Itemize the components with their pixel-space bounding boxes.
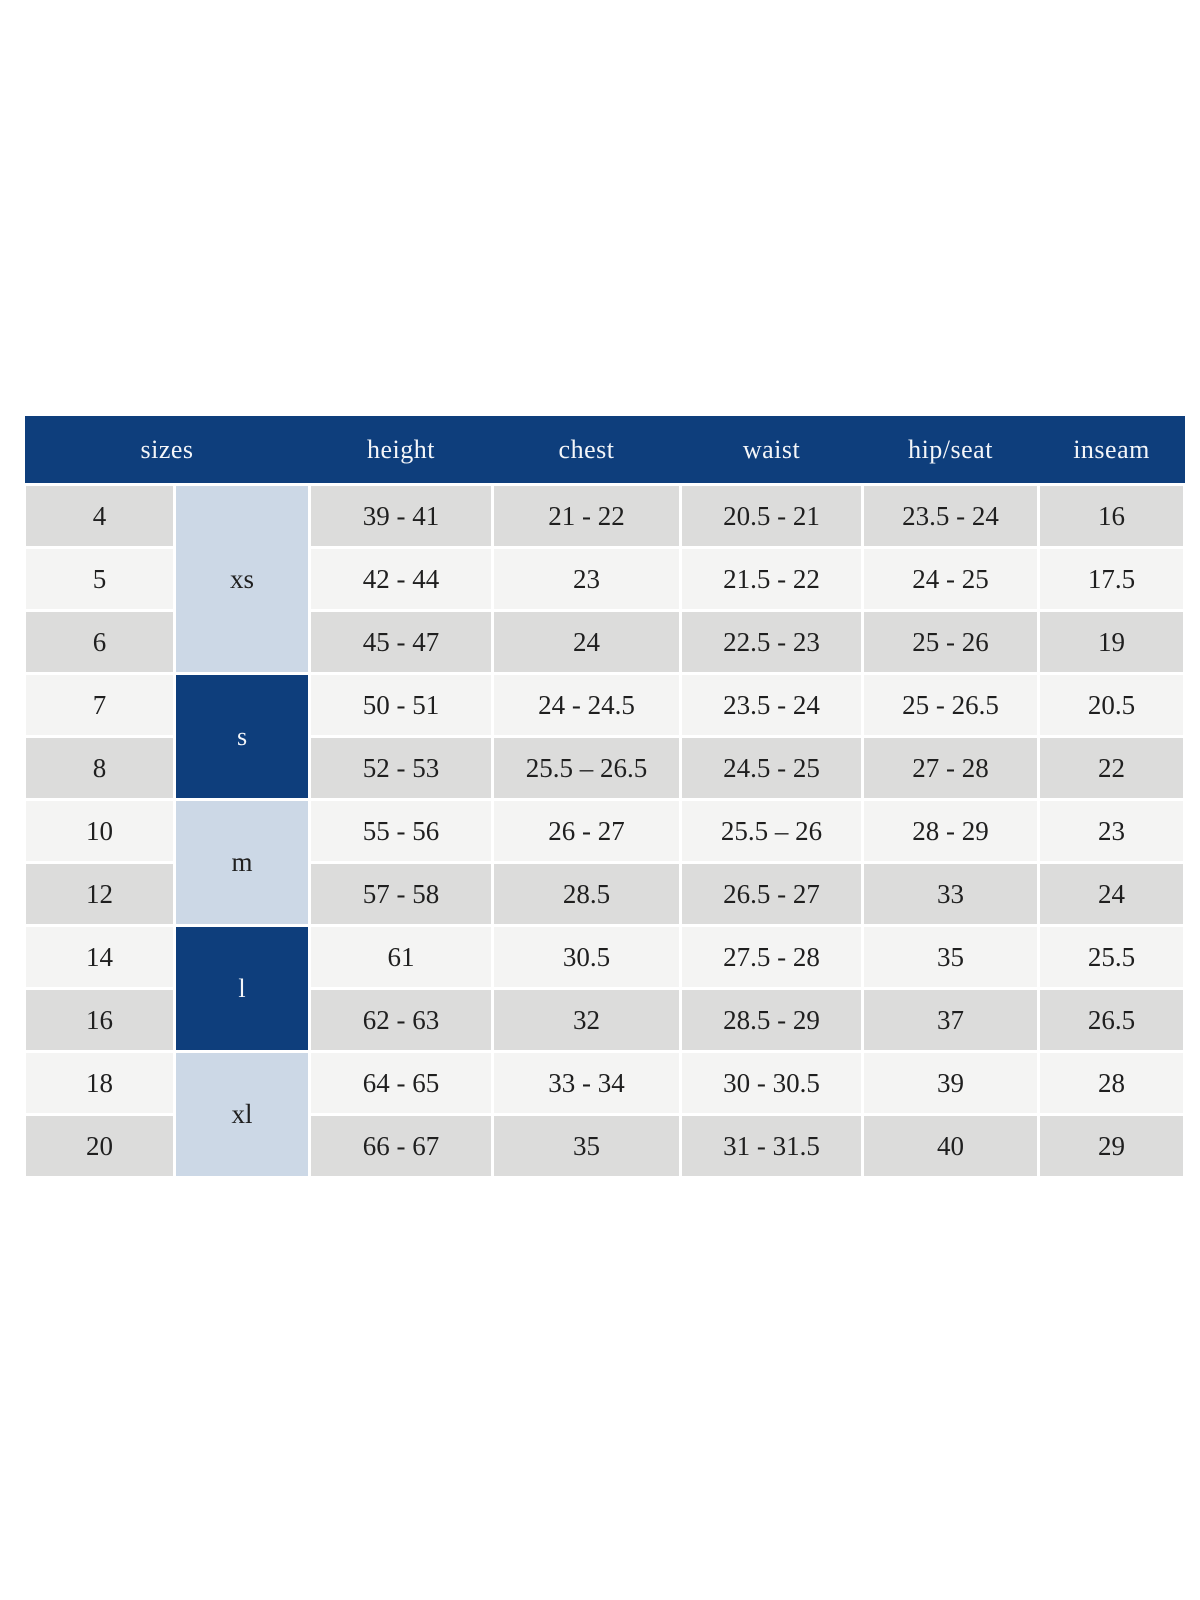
column-header-sizes: sizes: [24, 416, 310, 485]
hip-seat-cell: 33: [861, 861, 1041, 927]
waist-cell: 27.5 - 28: [679, 924, 865, 990]
chest-cell: 30.5: [491, 924, 683, 990]
chest-cell: 28.5: [491, 861, 683, 927]
size-cell: 12: [23, 861, 176, 927]
column-header-hip-seat: hip/seat: [862, 416, 1039, 485]
height-cell: 64 - 65: [308, 1050, 495, 1116]
size-group-cell-l: l: [172, 924, 312, 1053]
height-cell: 42 - 44: [308, 546, 495, 612]
size-group-cell-xs: xs: [172, 483, 312, 675]
table-row: 6 45 - 47 24 22.5 - 23 25 - 26 19: [23, 609, 1187, 675]
column-header-height: height: [309, 416, 493, 485]
inseam-cell: 26.5: [1037, 987, 1187, 1053]
waist-cell: 20.5 - 21: [679, 483, 865, 549]
waist-cell: 26.5 - 27: [679, 861, 865, 927]
table-row: 8 52 - 53 25.5 – 26.5 24.5 - 25 27 - 28 22: [23, 735, 1187, 801]
inseam-cell: 28: [1037, 1050, 1187, 1116]
hip-seat-cell: 25 - 26: [861, 609, 1041, 675]
waist-cell: 23.5 - 24: [679, 672, 865, 738]
hip-seat-cell: 28 - 29: [861, 798, 1041, 864]
chest-cell: 24: [491, 609, 683, 675]
table-row: 16 62 - 63 32 28.5 - 29 37 26.5: [23, 987, 1187, 1053]
size-cell: 5: [23, 546, 176, 612]
size-group-cell-xl: xl: [172, 1050, 312, 1179]
size-chart-container: sizes height chest waist hip/seat inseam…: [23, 416, 1187, 1179]
hip-seat-cell: 25 - 26.5: [861, 672, 1041, 738]
inseam-cell: 20.5: [1037, 672, 1187, 738]
waist-cell: 21.5 - 22: [679, 546, 865, 612]
hip-seat-cell: 23.5 - 24: [861, 483, 1041, 549]
hip-seat-cell: 24 - 25: [861, 546, 1041, 612]
hip-seat-cell: 39: [861, 1050, 1041, 1116]
header-row: sizes height chest waist hip/seat inseam: [24, 416, 1185, 485]
inseam-cell: 16: [1037, 483, 1187, 549]
inseam-cell: 23: [1037, 798, 1187, 864]
hip-seat-cell: 40: [861, 1113, 1041, 1179]
waist-cell: 24.5 - 25: [679, 735, 865, 801]
hip-seat-cell: 35: [861, 924, 1041, 990]
size-chart-table: sizes height chest waist hip/seat inseam…: [23, 416, 1187, 1179]
table-row: 18 xl 64 - 65 33 - 34 30 - 30.5 39 28: [23, 1050, 1187, 1179]
inseam-cell: 29: [1037, 1113, 1187, 1179]
chest-cell: 21 - 22: [491, 483, 683, 549]
table-row: 20 66 - 67 35 31 - 31.5 40 29: [23, 1113, 1187, 1179]
height-cell: 57 - 58: [308, 861, 495, 927]
column-header-inseam: inseam: [1038, 416, 1185, 485]
size-cell: 10: [23, 798, 176, 864]
inseam-cell: 17.5: [1037, 546, 1187, 612]
size-cell: 4: [23, 483, 176, 549]
column-header-chest: chest: [492, 416, 681, 485]
table-header: sizes height chest waist hip/seat inseam: [24, 416, 1185, 485]
height-cell: 45 - 47: [308, 609, 495, 675]
inseam-cell: 25.5: [1037, 924, 1187, 990]
column-header-waist: waist: [680, 416, 863, 485]
size-cell: 14: [23, 924, 176, 990]
inseam-cell: 19: [1037, 609, 1187, 675]
height-cell: 55 - 56: [308, 798, 495, 864]
waist-cell: 22.5 - 23: [679, 609, 865, 675]
chest-cell: 24 - 24.5: [491, 672, 683, 738]
size-cell: 16: [23, 987, 176, 1053]
inseam-cell: 24: [1037, 861, 1187, 927]
chest-cell: 32: [491, 987, 683, 1053]
table-row: 5 42 - 44 23 21.5 - 22 24 - 25 17.5: [23, 546, 1187, 612]
size-group-cell-s: s: [172, 672, 312, 801]
hip-seat-cell: 27 - 28: [861, 735, 1041, 801]
chest-cell: 33 - 34: [491, 1050, 683, 1116]
waist-cell: 25.5 – 26: [679, 798, 865, 864]
height-cell: 66 - 67: [308, 1113, 495, 1179]
chest-cell: 23: [491, 546, 683, 612]
table-body: 4 xs 39 - 41 21 - 22 20.5 - 21 23.5 - 24 16 5 42…: [23, 483, 1187, 1179]
height-cell: 62 - 63: [308, 987, 495, 1053]
height-cell: 52 - 53: [308, 735, 495, 801]
waist-cell: 31 - 31.5: [679, 1113, 865, 1179]
height-cell: 50 - 51: [308, 672, 495, 738]
chest-cell: 25.5 – 26.5: [491, 735, 683, 801]
height-cell: 39 - 41: [308, 483, 495, 549]
chest-cell: 26 - 27: [491, 798, 683, 864]
table-row: 12 57 - 58 28.5 26.5 - 27 33 24: [23, 861, 1187, 927]
hip-seat-cell: 37: [861, 987, 1041, 1053]
waist-cell: 28.5 - 29: [679, 987, 865, 1053]
chest-cell: 35: [491, 1113, 683, 1179]
size-cell: 7: [23, 672, 176, 738]
table-row: 7 s 50 - 51 24 - 24.5 23.5 - 24 25 - 26.5 20.5: [23, 672, 1187, 801]
size-cell: 8: [23, 735, 176, 801]
waist-cell: 30 - 30.5: [679, 1050, 865, 1116]
table-row: 10 m 55 - 56 26 - 27 25.5 – 26 28 - 29 23: [23, 798, 1187, 927]
size-cell: 18: [23, 1050, 176, 1116]
height-cell: 61: [308, 924, 495, 990]
size-cell: 20: [23, 1113, 176, 1179]
size-group-cell-m: m: [172, 798, 312, 927]
inseam-cell: 22: [1037, 735, 1187, 801]
table-row: 4 xs 39 - 41 21 - 22 20.5 - 21 23.5 - 24 16: [23, 483, 1187, 675]
size-cell: 6: [23, 609, 176, 675]
table-row: 14 l 61 30.5 27.5 - 28 35 25.5: [23, 924, 1187, 1053]
